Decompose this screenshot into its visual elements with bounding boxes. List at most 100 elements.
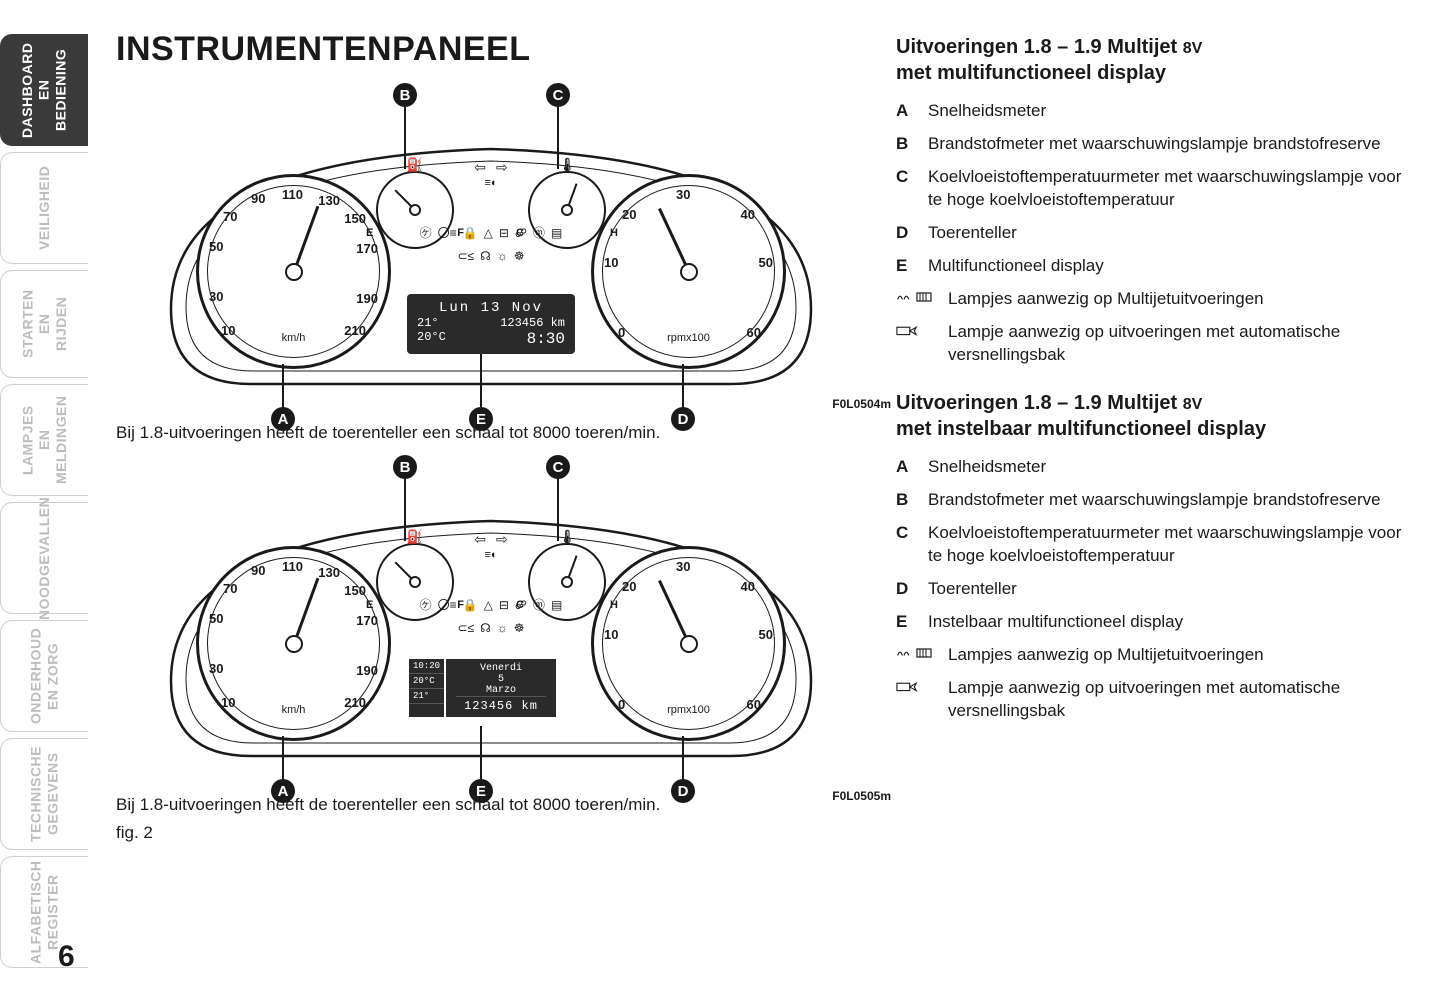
def-text: Koelvloeistoftemperatuurmeter met waarsc… [928,522,1405,568]
def-text: Multifunctioneel display [928,255,1104,278]
figure-2: 10 30 50 70 90 110 130 150 170 190 210 k… [116,451,866,843]
callout-a-2: A [271,779,295,803]
turn-left-icon: ⇦ [474,159,486,176]
indicator-row: ⇦ ⇨ [474,159,507,176]
def-text: Snelheidsmeter [928,456,1046,479]
page-number: 6 [58,940,75,974]
tachometer-gauge-2: 0 10 20 30 40 50 60 rpmx100 [591,546,786,741]
tab-dashboard[interactable]: DASHBOARDEN BEDIENING [0,34,88,146]
warning-icons-2: ㋘〇≡ 🔒△ ⊟☍ ⓜ▤ ⊂≤☊ ☼☸ [411,597,571,637]
oil-icon: ☊ [480,248,491,265]
callout-d: D [671,407,695,431]
display2-day: Venerdi [456,663,546,674]
figure-2-ref: F0L0505m [832,789,891,803]
tab-veiligheid[interactable]: VEILIGHEID [0,152,88,264]
tacho-tick: 10 [604,255,618,270]
figure-2-label: fig. 2 [116,823,866,843]
speedo-tick: 30 [209,289,223,304]
figure-2-caption: Bij 1.8-uitvoeringen heeft de toerentell… [116,795,866,815]
speedo-tick: 170 [356,241,378,256]
def-text: Brandstofmeter met waarschuwings­lampje … [928,489,1381,512]
figure-1-caption: Bij 1.8-uitvoeringen heeft de toerentell… [116,423,866,443]
tab-onderhoud[interactable]: ONDERHOUDEN ZORG [0,620,88,732]
display2-date: 5 [456,674,546,685]
speedometer-gauge-2: 10 30 50 70 90 110 130 150 170 190 210 k… [196,546,391,741]
speedo-tick: 10 [221,323,235,338]
steering-icon: ☸ [514,248,525,265]
temp-icon: 🌡 [559,157,576,173]
speedo-tick: 70 [223,209,237,224]
auto-gear-icon [896,323,918,337]
fuel-icon: ⛽ [407,157,423,173]
warning-icons: ㋘ 〇≡ 🔒 △ ⊟ ☍ ⓜ ▤ ⊂≤ ☊ ☼ ☸ [411,225,571,265]
section-2-heading: Uitvoeringen 1.8 – 1.9 Multijet 8V met i… [896,390,1405,442]
page-title: INSTRUMENTENPANEEL [116,30,866,69]
display2-time: 10:20 [409,659,444,674]
def-text: Instelbaar multifunctioneel display [928,611,1183,634]
callout-d-2: D [671,779,695,803]
speedo-tick: 50 [209,239,223,254]
speedo-tick: 210 [344,323,366,338]
section-1-list: ASnelheidsmeter BBrandstofmeter met waar… [896,100,1405,366]
display-time: 8:30 [527,330,565,348]
display2-temp: 20°C [409,674,444,689]
speedo-tick: 190 [356,291,378,306]
tacho-tick: 20 [622,207,636,222]
turn-right-icon: ⇨ [496,531,508,548]
tacho-tick: 40 [741,207,755,222]
tacho-tick: 60 [747,325,761,340]
callout-b: B [393,83,417,107]
display2-odo: 123456 km [456,696,546,713]
speedometer-gauge: 10 30 50 70 90 110 130 150 170 190 210 k… [196,174,391,369]
def-text: Lampje aanwezig op uitvoeringen met auto… [948,321,1405,367]
callout-a: A [271,407,295,431]
display-temp-ext: 21° [417,316,439,330]
def-text: Toerenteller [928,578,1017,601]
tacho-unit: rpmx100 [667,332,710,344]
foglight-icon: ㋘ [420,225,432,242]
auto-gear-icon: ⊂≤ [457,248,474,265]
filter-icon [916,646,932,660]
rear-fog-icon: 〇≡ [438,225,457,242]
tab-alfabetisch[interactable]: ALFABETISCHREGISTER [0,856,88,968]
fuel-e: E [366,227,373,239]
def-text: Lampje aanwezig op uitvoeringen met auto… [948,677,1405,723]
glow-plug-icon: ⓜ [533,225,545,242]
def-text: Lampjes aanwezig op Multijet­uitvoeringe… [948,644,1264,667]
section-1-heading: Uitvoeringen 1.8 – 1.9 Multijet 8V met m… [896,34,1405,86]
multifunction-display: Lun 13 Nov 21°123456 km 20°C8:30 [407,294,575,354]
side-tabs: DASHBOARDEN BEDIENING VEILIGHEID STARTEN… [0,30,88,968]
callout-e: E [469,407,493,431]
def-text: Snelheidsmeter [928,100,1046,123]
tab-starten[interactable]: STARTENEN RIJDEN [0,270,88,378]
display2-month: Marzo [456,685,546,696]
tab-noodgevallen[interactable]: NOODGEVALLEN [0,502,88,614]
glow-plug-icon [896,646,912,660]
callout-b-2: B [393,455,417,479]
turn-right-icon: ⇨ [496,159,508,176]
def-text: Lampjes aanwezig op Multijet­uitvoeringe… [948,288,1264,311]
configurable-display: 10:20 20°C 21° Venerdi 5 Marzo 123456 km [409,659,556,717]
filter-icon: ▤ [551,225,562,242]
figure-1: 10 30 50 70 90 110 130 150 170 190 210 k… [116,79,866,443]
battery-icon: ⊟ [499,225,509,242]
tacho-tick: 50 [759,255,773,270]
engine-icon: ☍ [515,225,527,242]
glow-plug-icon [896,290,912,304]
tab-technische[interactable]: TECHNISCHEGEGEVENS [0,738,88,850]
tacho-tick: 0 [618,325,625,340]
callout-c-2: C [546,455,570,479]
display-temp: 20°C [417,330,446,348]
speedo-tick: 130 [318,193,340,208]
tab-lampjes[interactable]: LAMPJESEN MELDINGEN [0,384,88,496]
display-odo: 123456 km [500,316,565,330]
speedo-tick: 110 [282,187,303,202]
highbeam-icon: ≡◐ [484,177,497,189]
figure-1-ref: F0L0504m [832,397,891,411]
warning-triangle-icon: △ [484,225,493,242]
temp-h: H [610,227,618,239]
section-2-list: ASnelheidsmeter BBrandstofmeter met waar… [896,456,1405,722]
lock-icon: 🔒 [463,225,478,242]
callout-c: C [546,83,570,107]
light-icon: ☼ [497,248,508,265]
